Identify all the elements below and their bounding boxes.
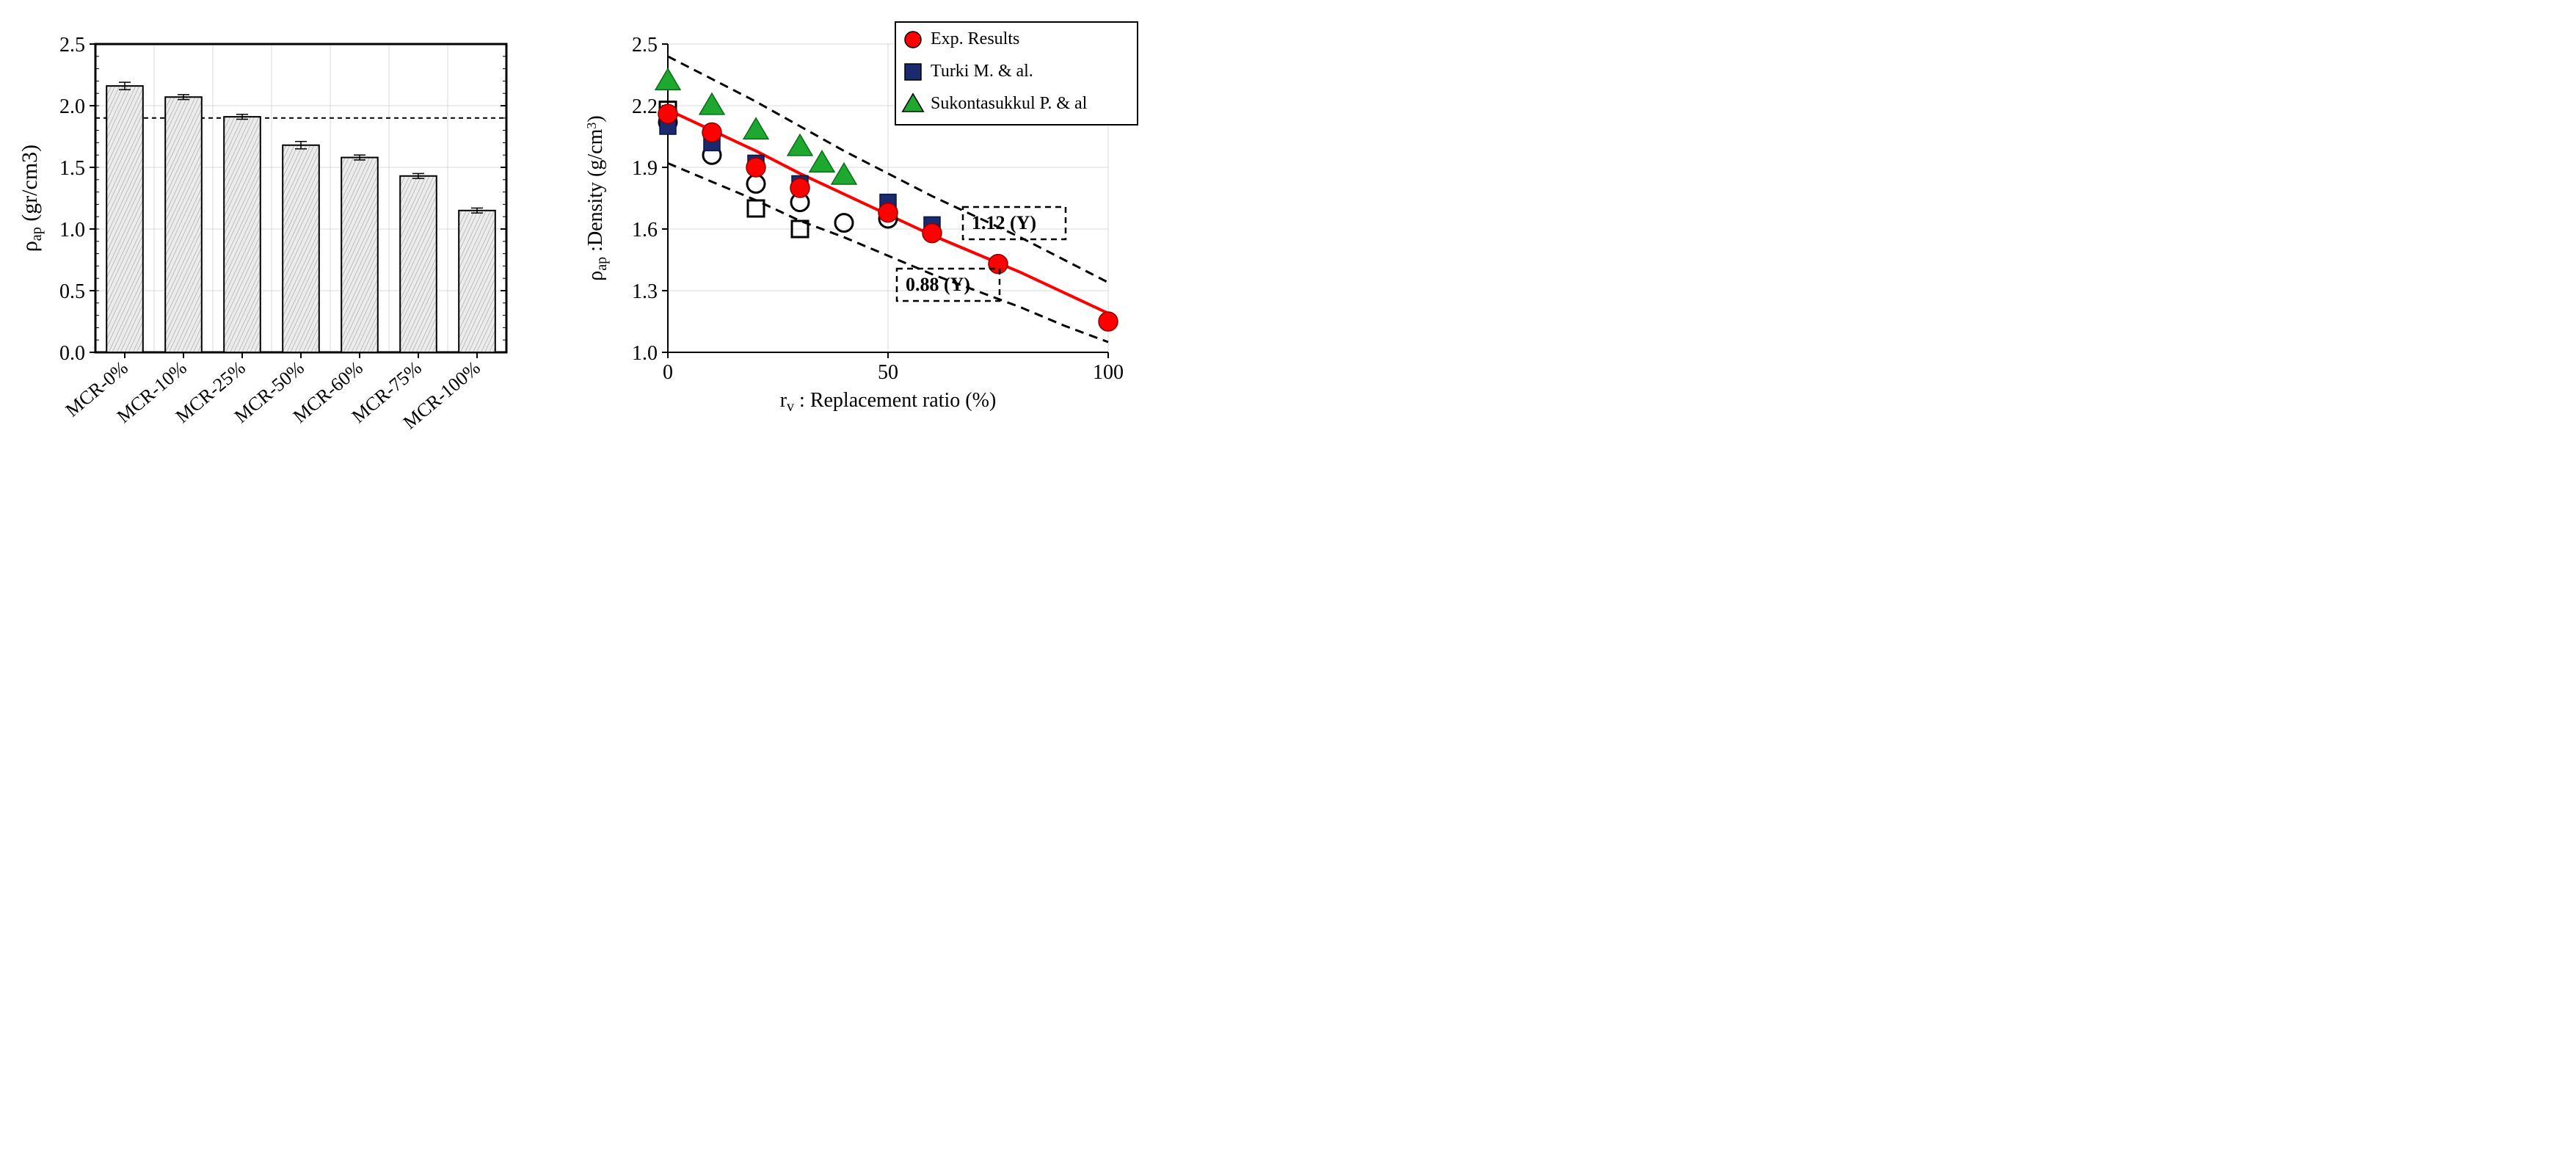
bar-chart: 0.00.51.01.52.02.5MCR-0%MCR-10%MCR-25%MC… [15,15,528,459]
y-tick-label: 0.0 [59,342,85,365]
annotation-text: 0.88 (Y) [906,274,970,295]
bar [106,86,143,352]
bar [165,97,202,352]
y-tick-label: 2.2 [632,95,658,118]
bar-chart-svg: 0.00.51.01.52.02.5MCR-0%MCR-10%MCR-25%MC… [15,15,528,455]
y-tick-label: 2.5 [59,34,85,57]
y-axis-label: ρap :Density (g/cm3) [584,115,610,280]
y-tick-label: 1.6 [632,219,658,241]
annotation-text: 1.12 (Y) [972,212,1036,233]
y-tick-label: 1.0 [632,342,658,365]
scatter-chart-svg: 1.0 1.3 1.6 1.9 2.2 2.5 0 50 100 1.12 (Y) 0.88 (Y)… [572,15,1145,426]
y-tick-label: 0.5 [59,280,85,303]
scatter-chart: 1.0 1.3 1.6 1.9 2.2 2.5 0 50 100 1.12 (Y) 0.88 (Y)… [572,15,1145,429]
legend-label: Sukontasukkul P. & al [931,94,1088,113]
legend-label: Turki M. & al. [931,62,1033,81]
x-tick-label: 50 [878,361,898,384]
y-tick-label: 2.5 [632,34,658,57]
y-tick-label: 1.0 [59,219,85,241]
y-tick-label: 2.0 [59,95,85,118]
bar [224,117,261,352]
legend-label: Exp. Results [931,29,1019,48]
y-axis-label: ρap (gr/cm3) [18,145,45,252]
bar [341,158,378,352]
x-tick-label: 0 [663,361,673,384]
bar [400,176,437,352]
bar [283,145,319,352]
bar [459,211,495,352]
y-tick-label: 1.5 [59,157,85,180]
x-tick-label: 100 [1093,361,1124,384]
y-tick-label: 1.3 [632,280,658,303]
x-axis-label: rv : Replacement ratio (%) [780,389,997,415]
y-tick-label: 1.9 [632,157,658,180]
